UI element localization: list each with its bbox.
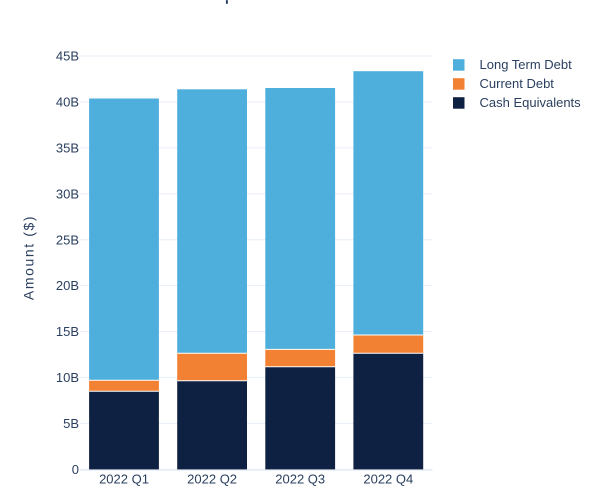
svg-text:Cash Equivalents: Cash Equivalents (480, 95, 582, 110)
svg-text:25B: 25B (56, 232, 79, 247)
svg-text:15B: 15B (56, 324, 79, 339)
svg-text:2022 Q2: 2022 Q2 (187, 472, 237, 487)
svg-text:2022 Q4: 2022 Q4 (363, 472, 413, 487)
svg-text:5B: 5B (63, 416, 79, 431)
svg-text:35B: 35B (56, 141, 79, 156)
svg-text:Long Term Debt: Long Term Debt (480, 57, 573, 72)
svg-text:45B: 45B (56, 49, 79, 64)
svg-text:40B: 40B (56, 95, 79, 110)
svg-text:2022 Q3: 2022 Q3 (275, 472, 325, 487)
svg-text:Current Debt: Current Debt (480, 76, 555, 91)
svg-text:10B: 10B (56, 370, 79, 385)
svg-text:0: 0 (72, 462, 79, 477)
svg-text:20B: 20B (56, 278, 79, 293)
svg-text:2022 Q1: 2022 Q1 (99, 472, 149, 487)
svg-text:Amount ($): Amount ($) (20, 215, 36, 300)
svg-text:30B: 30B (56, 186, 79, 201)
